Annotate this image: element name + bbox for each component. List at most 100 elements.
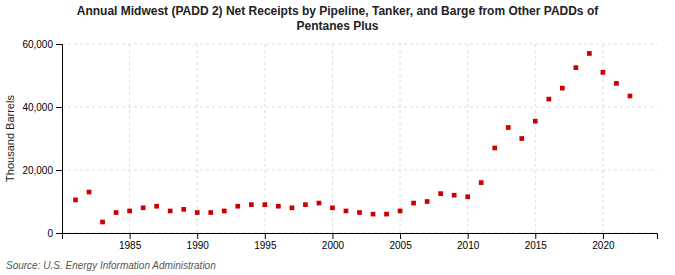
title-line: Pentanes Plus [296, 19, 378, 33]
grid-line-x [535, 44, 536, 233]
point [141, 205, 146, 210]
annotation: Source: U.S. Energy Information Administ… [6, 260, 216, 271]
grid-line-x [332, 44, 333, 233]
grid-line-y [62, 107, 657, 108]
x-tick: 1985 [119, 233, 142, 251]
y-tick-label: 40,000 [22, 102, 53, 113]
x-tick-mark [468, 233, 469, 239]
plot-area: 1985 1990 1995 2000 2005 2010 2015 2020 0 20,000 4… [22, 39, 657, 251]
x-tick-mark [603, 233, 604, 239]
point [208, 210, 213, 215]
point [235, 204, 240, 209]
y-tick-mark [56, 44, 62, 45]
x-axis: 1985 1990 1995 2000 2005 2010 2015 2020 [63, 233, 658, 251]
point [452, 193, 457, 198]
x-tick: 2010 [457, 233, 480, 251]
point [168, 209, 173, 214]
point [614, 81, 619, 86]
point [181, 207, 186, 212]
point [398, 209, 403, 214]
grid-line-y [62, 170, 657, 171]
point [276, 204, 281, 209]
grid-line-x [400, 44, 401, 233]
point [519, 136, 524, 141]
point [425, 199, 430, 204]
point [290, 205, 295, 210]
point [357, 210, 362, 215]
point [465, 194, 470, 199]
point [262, 202, 267, 207]
y-tick-label: 20,000 [22, 165, 53, 176]
y-tick-label: 60,000 [22, 39, 53, 50]
y-tick: 40,000 [22, 102, 62, 113]
point [506, 125, 511, 130]
point [492, 146, 497, 151]
x-tick-mark [197, 233, 198, 239]
point [344, 209, 349, 214]
grid [62, 44, 657, 233]
point [587, 51, 592, 56]
y-tick: 0 [47, 228, 62, 239]
y-tick-label: 0 [47, 228, 53, 239]
title: Annual Midwest (PADD 2) Net Receipts by … [77, 4, 599, 33]
grid-line-x [129, 44, 130, 233]
y-tick: 60,000 [22, 39, 62, 50]
point [479, 180, 484, 185]
x-tick-label: 2020 [592, 240, 615, 251]
x-tick: 2020 [592, 233, 615, 251]
x-tick-label: 2015 [525, 240, 548, 251]
points [73, 51, 632, 224]
x-tick: 2015 [525, 233, 548, 251]
x-tick: 1990 [187, 233, 210, 251]
x-tick-label: 1985 [119, 240, 142, 251]
point [330, 205, 335, 210]
x-tick-mark [400, 233, 401, 239]
y-tick-mark [56, 107, 62, 108]
point [560, 86, 565, 91]
point [249, 202, 254, 207]
point [195, 210, 200, 215]
x-tick-label: 1990 [187, 240, 210, 251]
grid-line-y [62, 44, 657, 45]
point [317, 201, 322, 206]
point [384, 212, 389, 217]
point [303, 202, 308, 207]
x-tick: 1995 [254, 233, 277, 251]
point [100, 220, 105, 225]
point [154, 204, 159, 209]
point [628, 94, 633, 99]
y-axis: 0 20,000 40,000 60,000 [22, 39, 62, 239]
y-axis-line [56, 45, 63, 234]
grid-line-x [197, 44, 198, 233]
grid-line-x [467, 44, 468, 233]
x-tick-label: 2000 [322, 240, 345, 251]
y-tick-mark [56, 170, 62, 171]
point [87, 190, 92, 195]
point [546, 97, 551, 102]
x-tick-mark [265, 233, 266, 239]
point [114, 210, 119, 215]
point [222, 209, 227, 214]
x-tick: 2005 [389, 233, 412, 251]
chart: 1985 1990 1995 2000 2005 2010 2015 2020 0 20,000 4… [0, 0, 675, 275]
y-axis-title: Thousand Barrels [4, 95, 16, 182]
point [371, 212, 376, 217]
point [411, 201, 416, 206]
x-tick-label: 2005 [389, 240, 412, 251]
y-tick-mark [56, 233, 62, 234]
point [438, 191, 443, 196]
point [533, 119, 538, 124]
x-tick-label: 1995 [254, 240, 277, 251]
x-axis-line [63, 234, 658, 240]
y-tick: 20,000 [22, 165, 62, 176]
x-tick-mark [535, 233, 536, 239]
point [601, 70, 606, 75]
title-line: Annual Midwest (PADD 2) Net Receipts by … [77, 4, 599, 18]
point [574, 65, 579, 70]
x-tick: 2000 [322, 233, 345, 251]
x-tick-mark [332, 233, 333, 239]
x-tick-mark [130, 233, 131, 239]
point [127, 209, 132, 214]
point [73, 198, 78, 203]
x-tick-label: 2010 [457, 240, 480, 251]
